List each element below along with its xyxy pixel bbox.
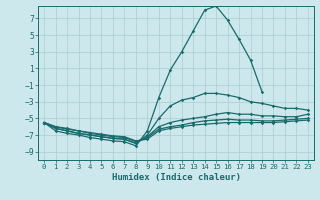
X-axis label: Humidex (Indice chaleur): Humidex (Indice chaleur) [111,173,241,182]
